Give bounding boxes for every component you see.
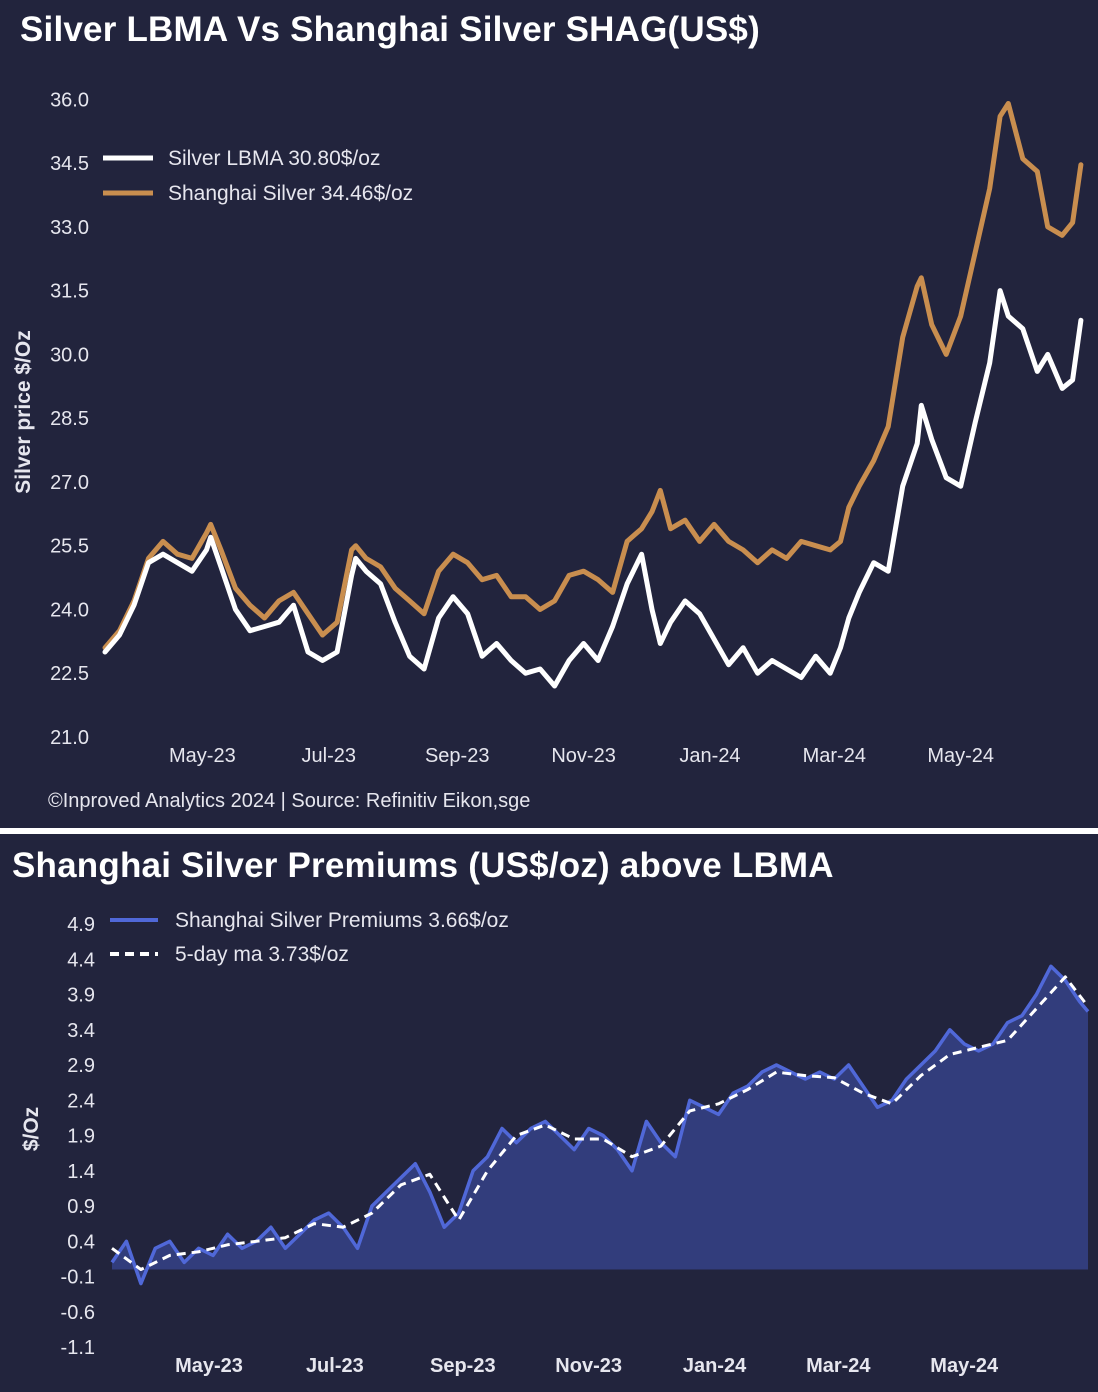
y-tick-label: 0.4 xyxy=(67,1231,95,1253)
y-tick-label: 34.5 xyxy=(50,153,89,175)
y-tick-label: 0.9 xyxy=(67,1196,95,1218)
y-tick-label: 3.4 xyxy=(67,1020,95,1042)
premium-chart-svg: -1.1 -0.6 -0.1 0.4 0.9 1.4 1.9 2.4 2.9 3.4 3.9 4.4 4… xyxy=(20,909,1090,1377)
y-tick-label: 4.9 xyxy=(67,914,95,936)
ma-series-line xyxy=(111,975,1090,1271)
shanghai-series-line xyxy=(102,101,1084,651)
x-tick-label: May-24 xyxy=(930,1355,999,1377)
y-axis-label: Silver price $/Oz xyxy=(12,330,35,493)
price-chart-panel: Silver LBMA Vs Shanghai Silver SHAG(US$)… xyxy=(0,0,1098,828)
y-tick-label: 1.4 xyxy=(67,1161,95,1183)
y-axis-label: $/Oz xyxy=(20,1107,43,1151)
y-tick-label: 4.4 xyxy=(67,949,95,971)
x-tick-label: Jan-24 xyxy=(683,1355,747,1377)
price-chart-title: Silver LBMA Vs Shanghai Silver SHAG(US$) xyxy=(20,10,760,49)
legend: Silver LBMA 30.80$/oz Shanghai Silver 34.… xyxy=(103,147,413,205)
premium-chart-panel: Shanghai Silver Premiums (US$/oz) above … xyxy=(0,834,1098,1392)
x-tick-label: Sep-23 xyxy=(430,1355,496,1377)
premium-chart-title: Shanghai Silver Premiums (US$/oz) above … xyxy=(12,846,834,885)
y-tick-label: 33.0 xyxy=(50,217,89,239)
legend-label: Shanghai Silver Premiums 3.66$/oz xyxy=(175,909,509,932)
y-tick-label: 2.4 xyxy=(67,1090,95,1112)
y-tick-label: 24.0 xyxy=(50,599,89,621)
y-tick-label: 25.5 xyxy=(50,536,89,558)
y-axis: 21.0 22.5 24.0 25.5 27.0 28.5 30.0 31.5 33.0 34.5… xyxy=(50,89,89,749)
x-axis: May-23 Jul-23 Sep-23 Nov-23 Jan-24 Mar-24 May-… xyxy=(175,1355,999,1377)
x-tick-label: Jan-24 xyxy=(679,745,740,767)
x-tick-label: May-23 xyxy=(175,1355,243,1377)
x-tick-label: Mar-24 xyxy=(803,745,866,767)
y-tick-label: -0.6 xyxy=(61,1302,95,1324)
y-tick-label: 1.9 xyxy=(67,1126,95,1148)
x-tick-label: May-23 xyxy=(169,745,236,767)
x-axis: May-23 Jul-23 Sep-23 Nov-23 Jan-24 Mar-24 May-… xyxy=(169,745,994,767)
x-tick-label: Jul-23 xyxy=(306,1355,364,1377)
y-tick-label: -0.1 xyxy=(61,1267,95,1289)
x-tick-label: Jul-23 xyxy=(302,745,356,767)
y-tick-label: 2.9 xyxy=(67,1055,95,1077)
lbma-series-line xyxy=(102,288,1084,689)
y-axis: -1.1 -0.6 -0.1 0.4 0.9 1.4 1.9 2.4 2.9 3.4 3.9 4.4 4… xyxy=(61,914,95,1359)
x-tick-label: May-24 xyxy=(927,745,994,767)
x-tick-label: Sep-23 xyxy=(425,745,490,767)
y-tick-label: 36.0 xyxy=(50,89,89,111)
legend-label: Shanghai Silver 34.46$/oz xyxy=(168,182,413,205)
legend-label: 5-day ma 3.73$/oz xyxy=(175,943,349,966)
y-tick-label: 31.5 xyxy=(50,281,89,303)
source-note: ©Inproved Analytics 2024 | Source: Refin… xyxy=(48,790,531,812)
price-chart-svg: 21.0 22.5 24.0 25.5 27.0 28.5 30.0 31.5 33.0 34.5… xyxy=(12,89,1084,767)
premium-area xyxy=(112,966,1088,1284)
legend: Shanghai Silver Premiums 3.66$/oz 5-day m… xyxy=(110,909,509,966)
y-tick-label: 22.5 xyxy=(50,663,89,685)
y-tick-label: 21.0 xyxy=(50,727,89,749)
y-tick-label: 3.9 xyxy=(67,985,95,1007)
legend-label: Silver LBMA 30.80$/oz xyxy=(168,147,380,170)
x-tick-label: Nov-23 xyxy=(555,1355,622,1377)
premium-series-line xyxy=(110,964,1090,1286)
y-tick-label: -1.1 xyxy=(61,1337,95,1359)
x-tick-label: Mar-24 xyxy=(806,1355,871,1377)
y-tick-label: 27.0 xyxy=(50,472,89,494)
y-tick-label: 28.5 xyxy=(50,408,89,430)
y-tick-label: 30.0 xyxy=(50,344,89,366)
x-tick-label: Nov-23 xyxy=(551,745,615,767)
